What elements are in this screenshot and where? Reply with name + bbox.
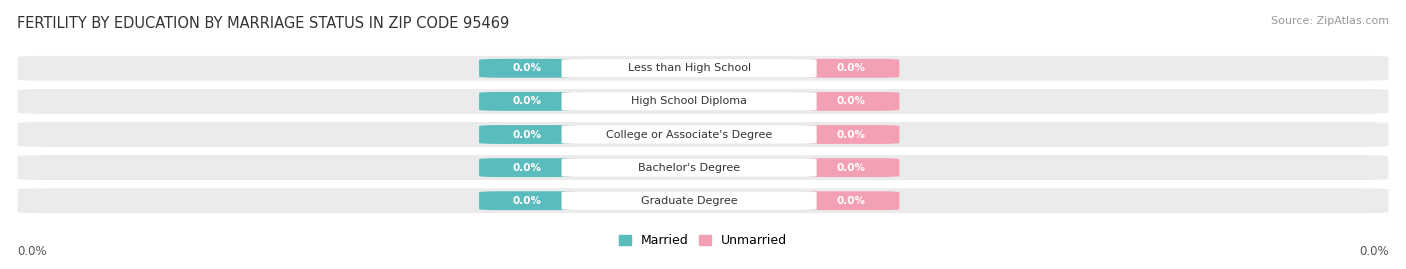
- Text: 0.0%: 0.0%: [17, 245, 46, 258]
- FancyBboxPatch shape: [803, 125, 900, 144]
- Text: 0.0%: 0.0%: [513, 63, 541, 73]
- FancyBboxPatch shape: [17, 122, 1389, 147]
- Text: FERTILITY BY EDUCATION BY MARRIAGE STATUS IN ZIP CODE 95469: FERTILITY BY EDUCATION BY MARRIAGE STATU…: [17, 16, 509, 31]
- FancyBboxPatch shape: [562, 158, 817, 177]
- FancyBboxPatch shape: [562, 59, 817, 78]
- Text: 0.0%: 0.0%: [837, 196, 866, 206]
- FancyBboxPatch shape: [17, 89, 1389, 114]
- Text: College or Associate's Degree: College or Associate's Degree: [606, 129, 772, 140]
- FancyBboxPatch shape: [803, 92, 900, 111]
- FancyBboxPatch shape: [479, 92, 575, 111]
- Legend: Married, Unmarried: Married, Unmarried: [613, 229, 793, 252]
- Text: Graduate Degree: Graduate Degree: [641, 196, 738, 206]
- Text: High School Diploma: High School Diploma: [631, 96, 747, 107]
- FancyBboxPatch shape: [803, 59, 900, 78]
- FancyBboxPatch shape: [803, 191, 900, 210]
- FancyBboxPatch shape: [17, 155, 1389, 180]
- FancyBboxPatch shape: [803, 158, 900, 177]
- Text: 0.0%: 0.0%: [837, 162, 866, 173]
- Text: 0.0%: 0.0%: [837, 96, 866, 107]
- FancyBboxPatch shape: [17, 56, 1389, 81]
- Text: Less than High School: Less than High School: [627, 63, 751, 73]
- Text: 0.0%: 0.0%: [837, 63, 866, 73]
- FancyBboxPatch shape: [479, 125, 575, 144]
- Text: 0.0%: 0.0%: [513, 162, 541, 173]
- Text: 0.0%: 0.0%: [837, 129, 866, 140]
- Text: 0.0%: 0.0%: [513, 129, 541, 140]
- FancyBboxPatch shape: [479, 59, 575, 78]
- Text: 0.0%: 0.0%: [1360, 245, 1389, 258]
- Text: 0.0%: 0.0%: [513, 196, 541, 206]
- FancyBboxPatch shape: [479, 158, 575, 177]
- FancyBboxPatch shape: [562, 92, 817, 111]
- FancyBboxPatch shape: [562, 125, 817, 144]
- Text: 0.0%: 0.0%: [513, 96, 541, 107]
- Text: Source: ZipAtlas.com: Source: ZipAtlas.com: [1271, 16, 1389, 26]
- FancyBboxPatch shape: [562, 191, 817, 210]
- FancyBboxPatch shape: [479, 191, 575, 210]
- FancyBboxPatch shape: [17, 188, 1389, 213]
- Text: Bachelor's Degree: Bachelor's Degree: [638, 162, 741, 173]
